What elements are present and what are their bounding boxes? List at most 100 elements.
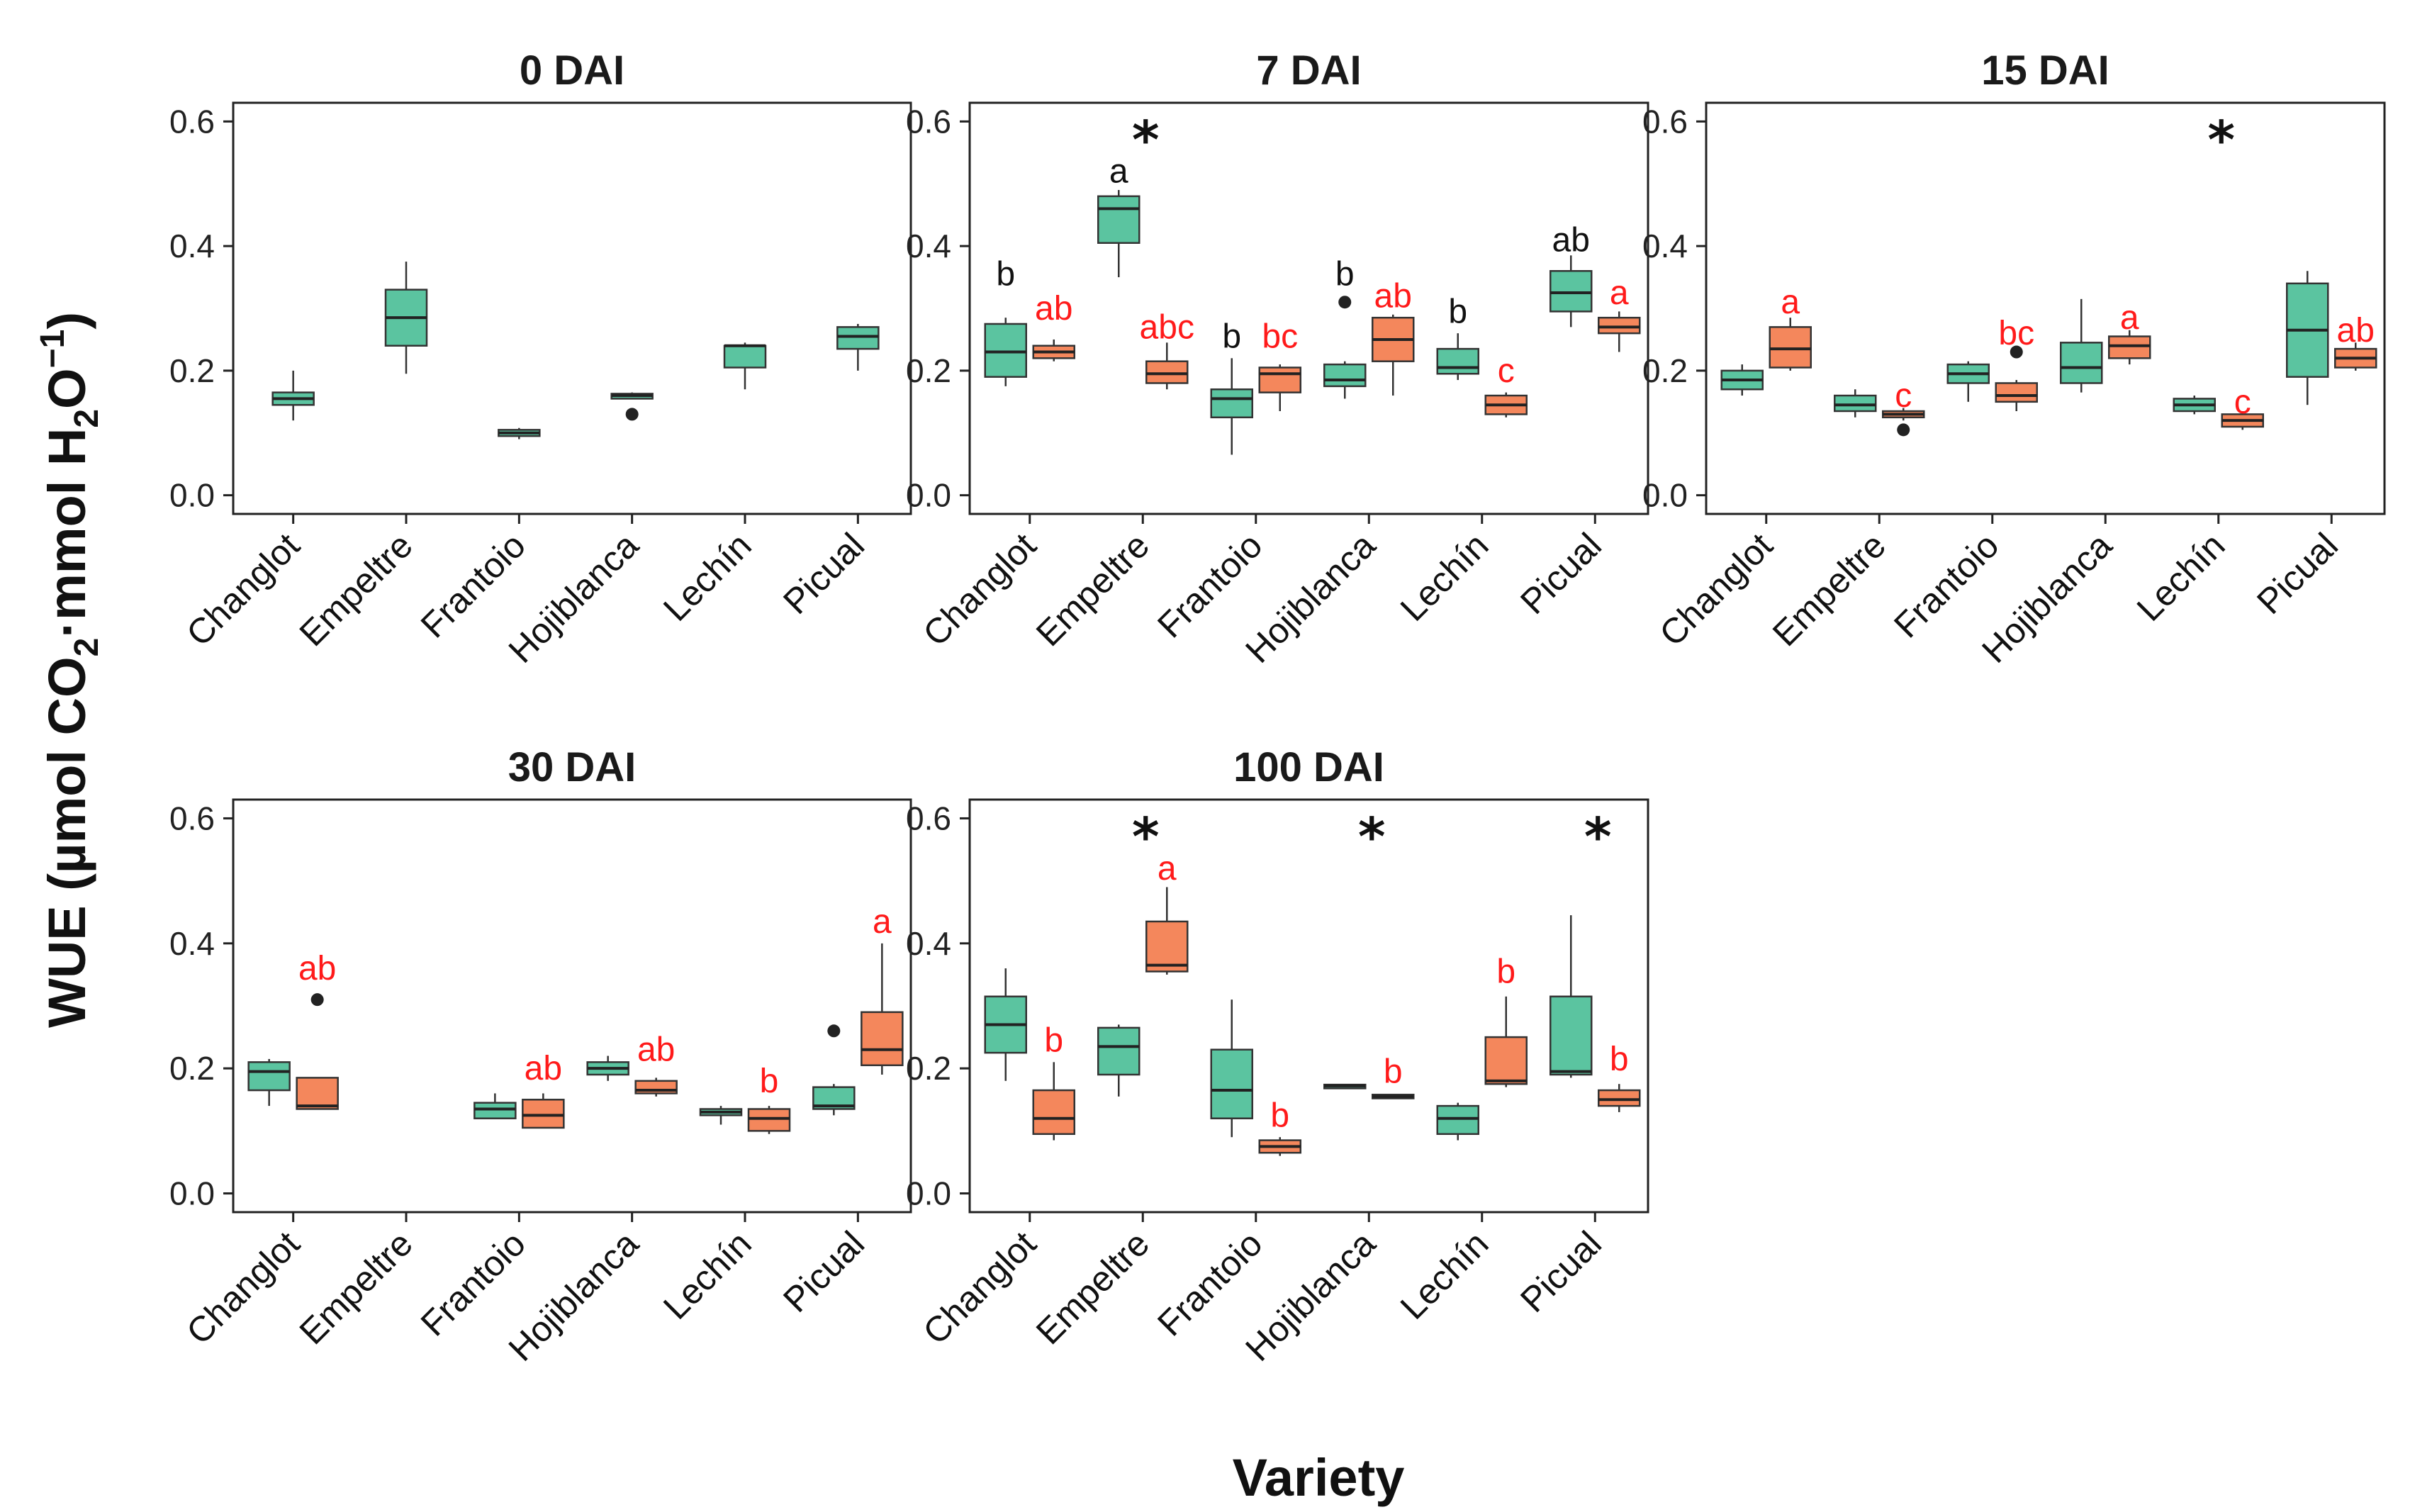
panel-title: 30 DAI [508, 744, 637, 790]
box-lechín-control [699, 1106, 743, 1125]
y-tick-label: 0.2 [906, 352, 951, 389]
y-tick-label: 0.2 [169, 1050, 215, 1087]
box-body [1032, 1089, 1075, 1136]
box-body [984, 323, 1027, 378]
panel-frame [968, 101, 1649, 515]
box-frantoio-control [1210, 358, 1253, 455]
panel-frame [232, 101, 912, 515]
box-lechín-treated [1484, 392, 1528, 418]
box-lechín-control [2173, 396, 2216, 415]
y-tick-label: 0.4 [1642, 228, 1688, 264]
box-changlot-treated [296, 993, 339, 1110]
box-lechín-treated [747, 1106, 791, 1134]
significance-label: ab [637, 1031, 675, 1069]
outlier-point [310, 993, 324, 1007]
box-picual-treated [2334, 342, 2377, 371]
significance-star: * [1584, 807, 1612, 868]
significance-label: a [1158, 850, 1177, 887]
y-tick-label: 0.6 [169, 103, 215, 140]
outlier-point [1897, 423, 1910, 437]
significance-label: a [873, 903, 892, 941]
box-picual-control [2286, 271, 2329, 405]
box-lechín-control [1436, 333, 1479, 381]
x-tick-label: Changlot [179, 525, 307, 654]
box-hojiblanca-treated [1372, 1093, 1415, 1099]
box-lechín-treated [2221, 411, 2264, 430]
box-picual-control [836, 323, 880, 371]
significance-label: b [1610, 1041, 1629, 1078]
box-changlot-control [271, 370, 315, 421]
box-hojiblanca-treated [1372, 314, 1415, 396]
box-empeltre-treated [1882, 408, 1925, 437]
box-body [836, 326, 880, 350]
box-changlot-control [984, 318, 1027, 386]
x-tick-label: Empeltre [292, 525, 420, 654]
box-body [1484, 1036, 1528, 1085]
panel-title: 7 DAI [1256, 47, 1361, 94]
box-empeltre-control [384, 262, 428, 374]
significance-label: b [1384, 1053, 1403, 1091]
y-tick-label: 0.2 [169, 352, 215, 389]
y-tick-label: 0.0 [906, 477, 951, 514]
box-body [296, 1077, 339, 1110]
x-tick-label: Empeltre [292, 1223, 420, 1352]
outlier-point [1338, 296, 1352, 309]
y-tick-label: 0.2 [906, 1050, 951, 1087]
panel-7-dai: 7 DAI0.00.20.40.6ChanglotEmpeltreFrantoi… [906, 47, 1649, 671]
outlier-point [625, 408, 639, 421]
y-tick-label: 0.6 [1642, 103, 1688, 140]
significance-label: ab [2337, 312, 2375, 349]
panel-frame [1705, 101, 2386, 515]
significance-star: * [2207, 110, 2235, 171]
box-hojiblanca-control [586, 1055, 629, 1081]
panel-title: 0 DAI [520, 47, 624, 94]
box-picual-treated [1598, 311, 1641, 352]
panel-0-dai: 0 DAI0.00.20.40.6ChanglotEmpeltreFrantoi… [169, 47, 912, 671]
x-tick-label: Lechín [1393, 1223, 1496, 1327]
significance-label: b [1448, 293, 1467, 330]
box-body [1550, 270, 1593, 313]
y-axis-label: WUE (µmol CO2·mmol H2O−1) [34, 312, 106, 1028]
box-frantoio-treated [1258, 364, 1301, 411]
y-tick-label: 0.0 [169, 477, 215, 514]
significance-label: bc [1262, 318, 1298, 356]
box-body [723, 345, 767, 369]
panels: 0 DAI0.00.20.40.6ChanglotEmpeltreFrantoi… [169, 47, 2386, 1369]
box-body [1598, 316, 1641, 335]
significance-label: c [1895, 377, 1912, 415]
box-empeltre-control [1097, 1024, 1141, 1097]
y-tick-label: 0.4 [906, 925, 951, 962]
box-frantoio-treated [522, 1093, 565, 1129]
box-frantoio-control [1946, 361, 1990, 402]
box-lechín-control [723, 342, 767, 390]
box-body [1598, 1089, 1641, 1107]
box-body [1769, 326, 1812, 369]
panel-100-dai: 100 DAI0.00.20.40.6ChanglotEmpeltreFrant… [906, 744, 1649, 1369]
x-tick-label: Changlot [915, 525, 1043, 654]
box-frantoio-treated [1995, 345, 2038, 411]
x-tick-label: Lechín [2129, 525, 2233, 629]
x-tick-label: Lechín [1393, 525, 1496, 629]
significance-label: a [1610, 274, 1629, 312]
significance-label: a [1781, 284, 1800, 321]
y-tick-label: 0.6 [906, 103, 951, 140]
y-tick-label: 0.4 [906, 228, 951, 264]
box-hojiblanca-treated [2108, 330, 2151, 365]
significance-star: * [1358, 807, 1386, 868]
box-lechín-treated [1484, 996, 1528, 1087]
x-tick-label: Changlot [915, 1223, 1043, 1352]
box-hojiblanca-treated [634, 1077, 678, 1097]
box-body [1995, 382, 2038, 403]
box-changlot-control [984, 968, 1027, 1081]
box-picual-control [1550, 255, 1593, 327]
box-picual-control [1550, 915, 1593, 1078]
box-hojiblanca-control [610, 392, 654, 421]
y-tick-label: 0.6 [906, 800, 951, 836]
significance-label: ab [1552, 221, 1590, 259]
box-empeltre-treated [1145, 887, 1189, 975]
significance-label: bc [1998, 315, 2034, 352]
box-body [861, 1011, 904, 1067]
significance-label: ab [525, 1050, 562, 1087]
box-changlot-treated [1032, 339, 1075, 362]
